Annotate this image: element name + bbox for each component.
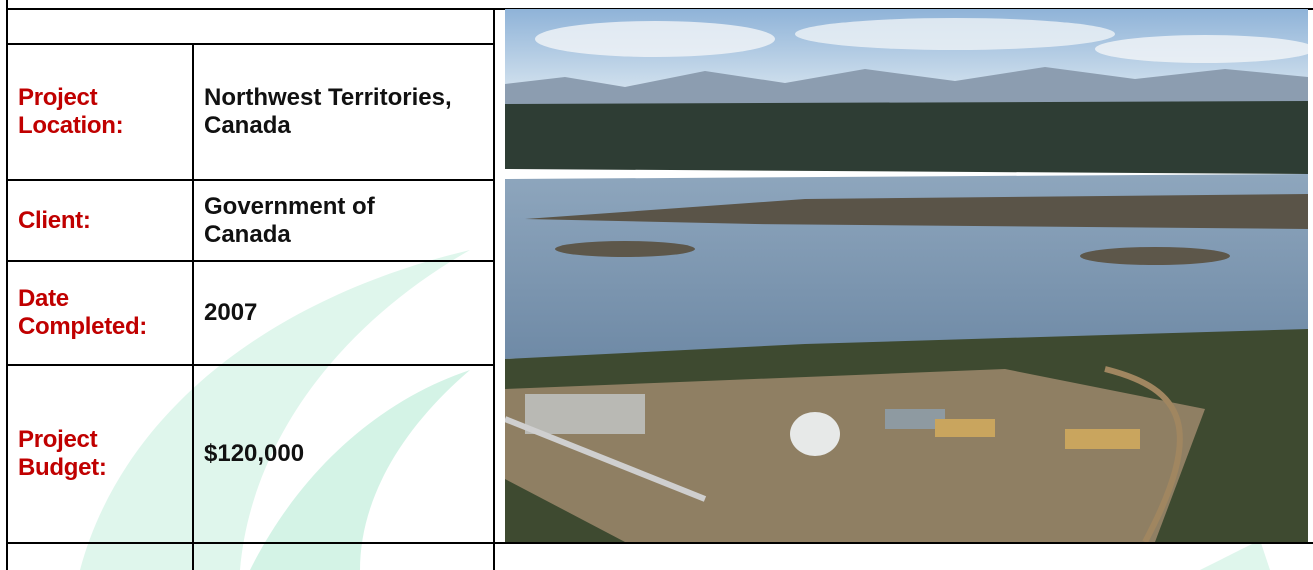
label: Project Location:	[18, 84, 124, 139]
table-border	[6, 179, 495, 181]
value: $120,000	[204, 440, 305, 467]
table-border	[192, 44, 194, 570]
label: Date Completed:	[18, 285, 148, 340]
watermark-shape	[250, 370, 470, 570]
label: Project Budget:	[18, 426, 107, 481]
table-border	[6, 542, 1313, 544]
value: Government of Canada	[204, 192, 375, 248]
table-border	[6, 43, 495, 45]
table-border	[6, 260, 495, 262]
table-border	[6, 364, 495, 366]
table-border	[493, 8, 495, 570]
watermark-shape	[80, 250, 470, 570]
value: 2007	[204, 299, 258, 326]
value: Northwest Territories, Canada	[204, 84, 452, 139]
label: Client:	[18, 206, 91, 234]
project-photo	[505, 9, 1308, 542]
watermark-shape	[1200, 540, 1270, 570]
table-border	[6, 0, 8, 570]
